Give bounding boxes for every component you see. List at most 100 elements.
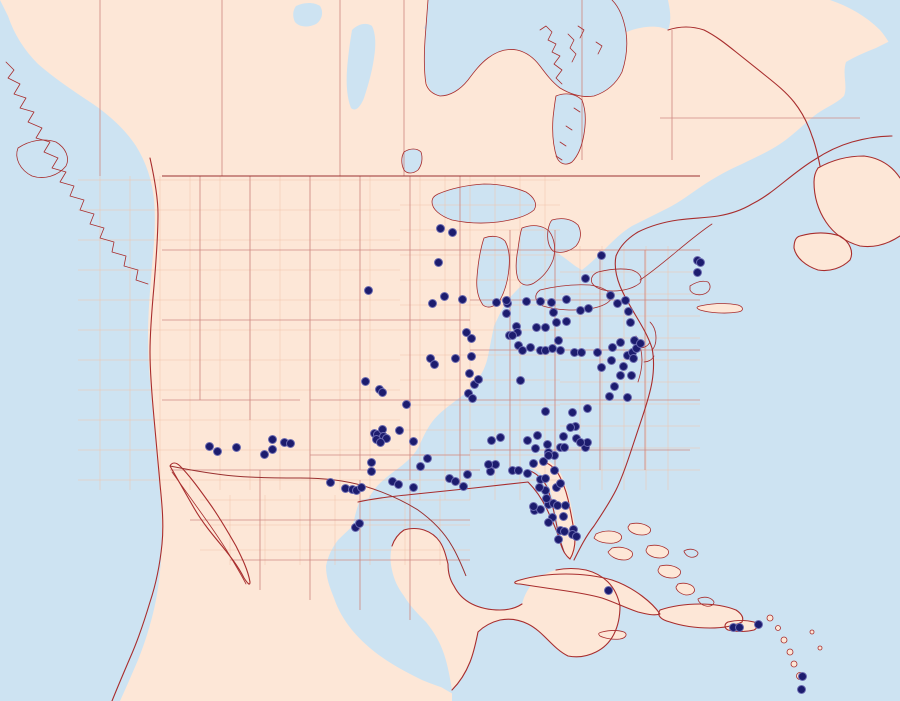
occurrence-point [551, 317, 561, 327]
occurrence-point [495, 432, 505, 442]
occurrence-point [635, 338, 645, 348]
occurrence-point [450, 353, 460, 363]
pacific-ocean [0, 0, 162, 701]
lake-superior [432, 184, 536, 224]
occurrence-point [433, 257, 443, 267]
jamaica-island [598, 630, 627, 640]
occurrence-point [408, 482, 418, 492]
occurrence-point [366, 457, 376, 467]
occurrence-point [555, 345, 565, 355]
occurrence-point [553, 534, 563, 544]
occurrence-point [461, 327, 471, 337]
occurrence-point [375, 437, 385, 447]
occurrence-point [528, 458, 538, 468]
occurrence-point [501, 308, 511, 318]
occurrence-point [466, 333, 476, 343]
james-bay [552, 93, 586, 165]
lake-of-the-woods [401, 149, 422, 173]
occurrence-point [521, 296, 531, 306]
occurrence-point [466, 351, 476, 361]
occurrence-point [393, 479, 403, 489]
occurrence-point [553, 335, 563, 345]
occurrence-point [623, 306, 633, 316]
occurrence-point [429, 359, 439, 369]
occurrence-point [531, 322, 541, 332]
occurrence-point [596, 362, 606, 372]
occurrence-point [607, 342, 617, 352]
occurrence-point [439, 291, 449, 301]
occurrence-point [609, 381, 619, 391]
county-grid-west [78, 176, 400, 490]
occurrence-point [435, 223, 445, 233]
hudson-bay [424, 0, 627, 97]
occurrence-point [567, 407, 577, 417]
occurrence-point [464, 368, 474, 378]
labrador-sea [830, 0, 900, 76]
occurrence-point [204, 441, 214, 451]
occurrence-point [620, 295, 630, 305]
occurrence-point [491, 297, 501, 307]
occurrence-point [356, 482, 366, 492]
occurrence-point [615, 370, 625, 380]
occurrence-point [534, 482, 544, 492]
occurrence-point [363, 285, 373, 295]
occurrence-point [582, 403, 592, 413]
occurrence-point [473, 374, 483, 384]
occurrence-point [422, 453, 432, 463]
occurrence-point [753, 619, 763, 629]
occurrence-point [462, 469, 472, 479]
occurrence-point [603, 585, 613, 595]
occurrence-point [415, 461, 425, 471]
occurrence-point [692, 267, 702, 277]
occurrence-point [540, 473, 550, 483]
occurrence-point [576, 347, 586, 357]
occurrence-point [575, 437, 585, 447]
occurrence-point [626, 370, 636, 380]
occurrence-point [267, 444, 277, 454]
occurrence-point [535, 296, 545, 306]
occurrence-point [565, 422, 575, 432]
occurrence-point [540, 406, 550, 416]
occurrence-point [486, 435, 496, 445]
occurrence-point [625, 317, 635, 327]
occurrence-point [583, 303, 593, 313]
occurrence-point [558, 511, 568, 521]
occurrence-point [427, 298, 437, 308]
hispaniola-island [658, 604, 743, 628]
occurrence-point [543, 450, 553, 460]
occurrence-point [231, 442, 241, 452]
georgian-bay [547, 218, 581, 253]
occurrence-point [458, 481, 468, 491]
occurrence-point [408, 436, 418, 446]
county-lines-group [78, 176, 700, 565]
coastline-group [5, 0, 900, 701]
occurrence-point [604, 391, 614, 401]
occurrence-point [528, 501, 538, 511]
occurrence-point [543, 517, 553, 527]
occurrence-point [507, 330, 517, 340]
occurrence-point [796, 684, 806, 694]
occurrence-point [513, 465, 523, 475]
occurrence-point [546, 297, 556, 307]
occurrence-point [592, 347, 602, 357]
hudson-bay-group [424, 0, 627, 165]
occurrence-point [515, 375, 525, 385]
great-slave-lake [293, 3, 323, 27]
occurrence-point [559, 442, 569, 452]
occurrence-point [401, 399, 411, 409]
long-island [697, 303, 743, 314]
occurrence-point [571, 531, 581, 541]
occurrence-point [561, 294, 571, 304]
occurrence-point [596, 250, 606, 260]
occurrence-point [615, 337, 625, 347]
occurrence-point [695, 257, 705, 267]
occurrence-point [555, 478, 565, 488]
occurrence-point [483, 459, 493, 469]
occurrence-point [540, 322, 550, 332]
occurrence-point [525, 342, 535, 352]
occurrence-point [580, 273, 590, 283]
occurrence-point [467, 393, 477, 403]
